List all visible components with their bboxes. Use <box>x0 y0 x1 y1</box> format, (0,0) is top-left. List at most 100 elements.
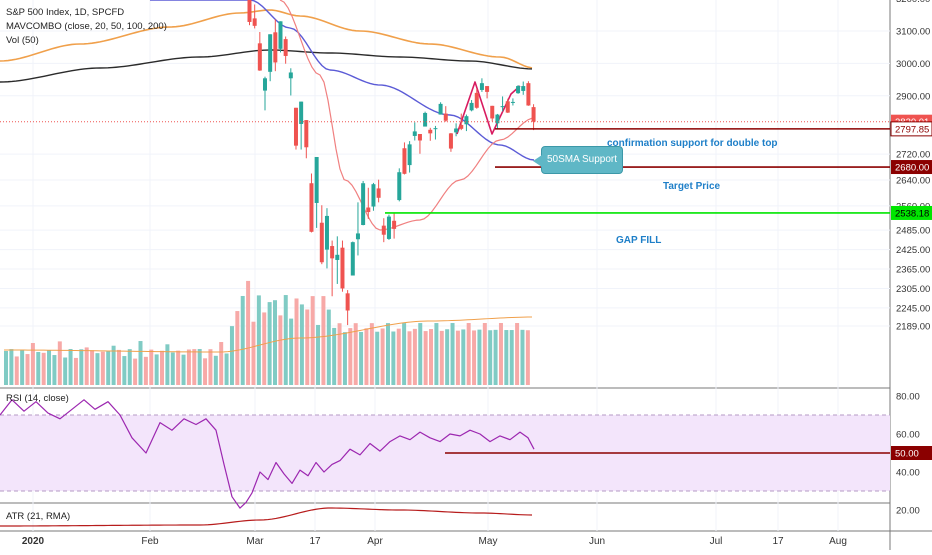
volume-bar <box>321 296 326 385</box>
candle-body <box>438 103 443 115</box>
ma20-line <box>279 0 533 231</box>
volume-bar <box>111 345 116 385</box>
price-tick-label: 3100.00 <box>896 27 930 38</box>
volume-bar <box>525 330 530 385</box>
volume-bar <box>30 343 35 385</box>
volume-bar <box>294 298 299 385</box>
volume-bar <box>208 349 213 385</box>
rsi-level-label: 50.00 <box>895 449 919 460</box>
rsi-tick-label: 60.00 <box>896 430 920 441</box>
candle-body <box>495 114 500 124</box>
ma50-line <box>150 0 535 161</box>
volume-bar <box>73 357 78 385</box>
candle-body <box>428 129 433 134</box>
volume-bar <box>176 350 181 385</box>
rsi-tick-label: 80.00 <box>896 392 920 403</box>
volume-bar <box>133 358 138 385</box>
candle-body <box>309 183 314 232</box>
price-tick-label: 3000.00 <box>896 59 930 70</box>
volume-bar <box>224 353 229 385</box>
candle-body <box>516 86 521 94</box>
volume-bar <box>267 302 272 385</box>
candle-body <box>283 39 288 56</box>
volume-bar <box>41 352 46 385</box>
volume-bar <box>273 300 277 385</box>
price-tick-label: 2365.00 <box>896 265 930 276</box>
volume-bar <box>165 344 170 385</box>
volume-bar <box>412 328 417 385</box>
volume-bar <box>197 349 202 385</box>
candle-body <box>531 107 536 122</box>
candle-body <box>247 0 252 22</box>
candle-body <box>361 183 366 226</box>
volume-bar <box>246 280 251 385</box>
volume-bar <box>504 330 509 385</box>
price-tick-label: 3200.00 <box>896 0 930 5</box>
candle-body <box>381 225 386 235</box>
volume-bar <box>391 331 396 385</box>
double-top-pattern <box>456 81 521 135</box>
volume-bar <box>385 323 390 385</box>
volume-bar <box>434 323 439 385</box>
volume-bar <box>326 309 331 385</box>
volume-ma-line <box>3 316 533 353</box>
volume-bar <box>342 332 347 385</box>
volume-bar <box>407 331 412 385</box>
candle-body <box>314 156 319 203</box>
candle-body <box>448 133 453 149</box>
price-tick-label: 2900.00 <box>896 91 930 102</box>
gap-fill-annotation: GAP FILL <box>616 235 662 246</box>
gap-price-label: 2538.18 <box>895 208 929 219</box>
atr-line <box>0 507 533 527</box>
volume-bar <box>348 328 353 385</box>
volume-bar <box>461 329 466 385</box>
candle-body <box>417 133 422 141</box>
volume-bar <box>116 349 121 385</box>
candle-body <box>355 233 360 240</box>
candle-body <box>350 242 355 276</box>
volume-bar <box>203 358 208 385</box>
candle-body <box>505 101 510 113</box>
candle-body <box>407 144 412 166</box>
time-tick-label: Mar <box>246 536 264 547</box>
volume-bar <box>466 323 471 385</box>
price-tick-label: 2485.00 <box>896 226 930 237</box>
candle-body <box>521 86 526 91</box>
volume-bar <box>402 323 407 385</box>
volume-bar <box>25 354 30 385</box>
time-tick-label: Feb <box>141 536 159 547</box>
candle-body <box>324 215 329 250</box>
volume-bar <box>160 350 165 385</box>
volume-bar <box>482 323 487 385</box>
chart-title: S&P 500 Index, 1D, SPCFD <box>6 7 125 18</box>
candle-body <box>397 172 402 201</box>
volume-bar <box>364 328 369 385</box>
price-tick-label: 2425.00 <box>896 245 930 256</box>
candle-body <box>252 18 257 26</box>
volume-bar <box>122 356 127 385</box>
price-tick-label: 2189.00 <box>896 322 930 333</box>
target-price-label: 2680.00 <box>895 163 929 174</box>
volume-bar <box>375 331 380 385</box>
volume-bar <box>68 349 73 385</box>
volume-bar <box>20 349 25 385</box>
candle-body <box>273 32 278 63</box>
candle-body <box>500 106 505 108</box>
indicator-mavcombo-label: MAVCOMBO (close, 20, 50, 100, 200) <box>6 21 167 32</box>
volume-bar <box>450 323 455 385</box>
volume-bar <box>52 355 57 385</box>
volume-bar <box>498 323 503 385</box>
time-tick-label: Apr <box>367 536 383 547</box>
volume-bar <box>316 324 321 385</box>
volume-bar <box>515 323 520 385</box>
time-tick-label: 2020 <box>22 536 45 547</box>
volume-bar <box>47 350 52 385</box>
volume-bar <box>369 323 374 385</box>
candle-body <box>330 246 335 259</box>
volume-bar <box>289 318 294 385</box>
volume-bar <box>14 356 19 385</box>
confirmation-price-label: 2797.85 <box>895 124 929 135</box>
volume-bar <box>63 357 68 385</box>
